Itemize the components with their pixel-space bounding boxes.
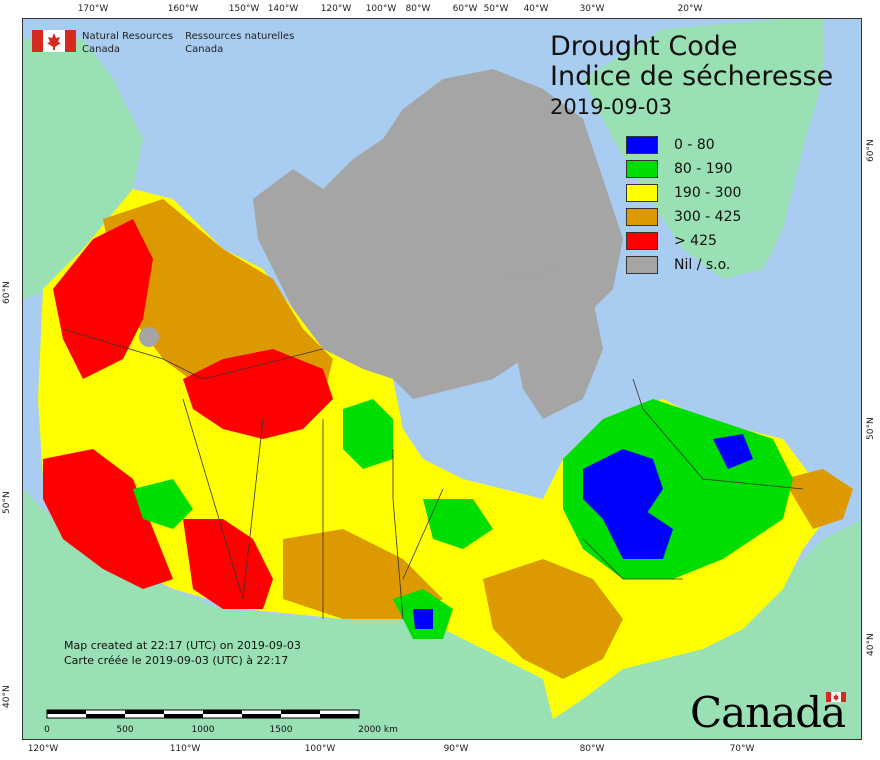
legend-item: > 425: [626, 229, 741, 253]
baffin-island: [503, 269, 603, 419]
lon-label-top: 20°W: [677, 4, 703, 14]
lon-label-top: 160°W: [167, 4, 199, 14]
scale-labels: 0 500 1000 1500 2000 km: [44, 723, 398, 737]
lat-label-left: 40°N: [2, 685, 12, 708]
scale-label: 0: [44, 725, 50, 735]
title-fr: Indice de sécheresse: [550, 61, 834, 92]
orange-zone-ontario: [483, 559, 623, 679]
agency-name-en: Natural Resources Canada: [82, 31, 174, 55]
orange-zone-east: [783, 469, 853, 529]
lon-label-bottom: 100°W: [304, 744, 336, 754]
agency-signature: Natural Resources Canada Ressources natu…: [32, 30, 306, 56]
legend-item: 0 - 80: [626, 133, 741, 157]
scale-label: 1500: [269, 725, 293, 735]
scale-label: 500: [116, 725, 134, 735]
legend-swatch: [626, 256, 658, 274]
lat-label-left: 50°N: [2, 491, 12, 514]
lon-label-top: 120°W: [320, 4, 352, 14]
legend-label: > 425: [674, 233, 717, 249]
map-title: Drought Code Indice de sécheresse 2019-0…: [550, 32, 833, 120]
red-zone-nwt: [183, 349, 333, 439]
drought-map-svg: [23, 19, 861, 739]
blue-zone-labrador: [713, 434, 753, 469]
legend-item: 190 - 300: [626, 181, 741, 205]
legend-swatch: [626, 184, 658, 202]
green-zone-bc-n: [133, 479, 193, 529]
usa-land: [23, 489, 861, 739]
legend-label: 80 - 190: [674, 161, 733, 177]
lon-label-top: 80°W: [405, 4, 431, 14]
lon-label-top: 100°W: [365, 4, 397, 14]
legend-label: 0 - 80: [674, 137, 715, 153]
scale-label: 1000: [191, 725, 215, 735]
lat-label-right: 40°N: [866, 633, 876, 656]
legend-swatch: [626, 136, 658, 154]
map-credits: Map created at 22:17 (UTC) on 2019-09-03…: [64, 638, 301, 668]
legend-swatch: [626, 232, 658, 250]
lon-label-bottom: 90°W: [443, 744, 469, 754]
lon-label-top: 40°W: [523, 4, 549, 14]
legend-swatch: [626, 208, 658, 226]
lat-label-right: 60°N: [866, 139, 876, 162]
red-zone-yukon: [53, 219, 153, 379]
legend-label: Nil / s.o.: [674, 257, 731, 273]
legend-item: 80 - 190: [626, 157, 741, 181]
title-en: Drought Code: [550, 31, 738, 62]
credits-fr: Carte créée le 2019-09-03 (UTC) à 22:17: [64, 654, 289, 667]
lat-label-left: 60°N: [2, 281, 12, 304]
legend-label: 300 - 425: [674, 209, 742, 225]
lon-label-top: 30°W: [579, 4, 605, 14]
lon-label-top: 140°W: [267, 4, 299, 14]
green-zone-manitoba: [423, 499, 493, 549]
legend-item: Nil / s.o.: [626, 253, 741, 277]
legend-item: 300 - 425: [626, 205, 741, 229]
legend-swatch: [626, 160, 658, 178]
greenland-land: [583, 19, 823, 279]
map-date: 2019-09-03: [550, 95, 673, 119]
lon-label-top: 150°W: [228, 4, 260, 14]
province-boundaries: [62, 328, 804, 620]
red-zone-alberta: [183, 519, 273, 609]
lon-label-top: 170°W: [77, 4, 109, 14]
credits-en: Map created at 22:17 (UTC) on 2019-09-03: [64, 639, 301, 652]
canada-flag-icon: [32, 30, 76, 52]
green-zone-hudson: [343, 399, 393, 469]
blue-zone-quebec-2: [603, 509, 673, 559]
lon-label-top: 50°W: [483, 4, 509, 14]
lat-label-right: 50°N: [866, 417, 876, 440]
blue-zone-quebec-1: [583, 449, 663, 519]
lon-label-bottom: 110°W: [169, 744, 201, 754]
red-zone-bc: [43, 449, 173, 589]
blue-zone-ontario: [413, 609, 433, 629]
scale-label: 2000 km: [358, 725, 398, 735]
nil-spot: [139, 327, 159, 347]
agency-name-fr: Ressources naturelles Canada: [185, 31, 295, 55]
lon-label-bottom: 70°W: [729, 744, 755, 754]
wordmark-flag-icon: [826, 692, 846, 702]
lon-label-bottom: 80°W: [579, 744, 605, 754]
legend: 0 - 80 80 - 190 190 - 300 300 - 425 > 42…: [626, 133, 741, 277]
legend-label: 190 - 300: [674, 185, 742, 201]
scale-bar: 0 500 1000 1500 2000 km: [44, 704, 398, 737]
map-canvas: [22, 18, 862, 740]
canada-wordmark: Canada: [690, 688, 846, 737]
scale-bar-graphic: [46, 709, 360, 719]
lon-label-top: 60°W: [452, 4, 478, 14]
lon-label-bottom: 120°W: [27, 744, 59, 754]
alaska-land: [23, 39, 143, 299]
